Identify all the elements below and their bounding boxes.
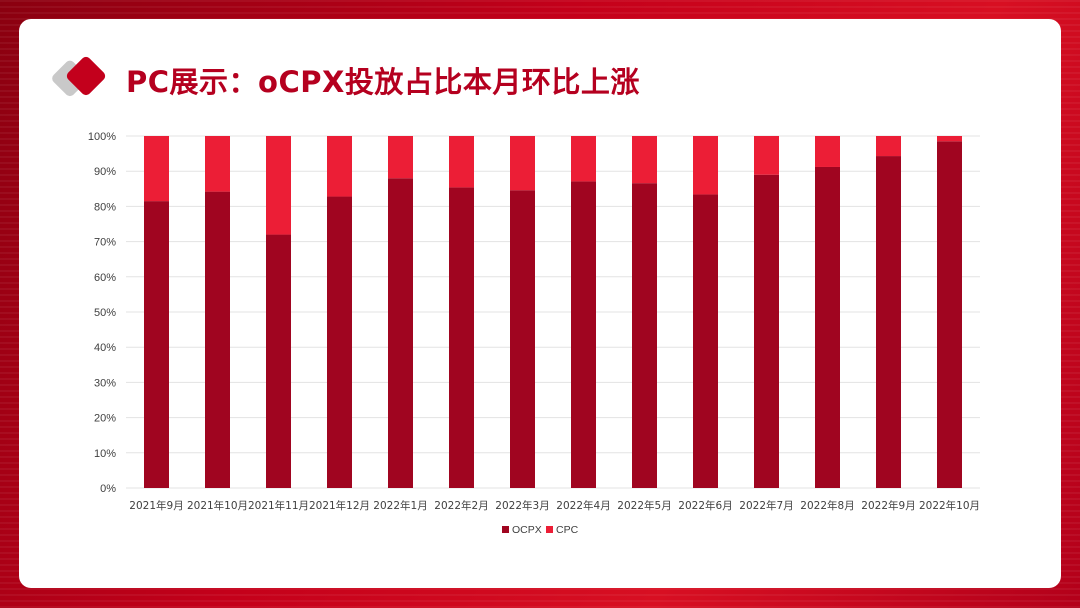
y-tick-label: 60% bbox=[94, 272, 116, 284]
x-tick-label: 2022年4月 bbox=[556, 499, 610, 512]
legend: OCPX CPC bbox=[502, 524, 579, 536]
bar-ocpx-9 bbox=[693, 194, 718, 488]
y-tick-label: 100% bbox=[88, 131, 116, 143]
x-tick-label: 2022年1月 bbox=[373, 499, 427, 512]
x-tick-label: 2022年7月 bbox=[739, 499, 793, 512]
logo-front-diamond bbox=[66, 56, 106, 96]
bar-cpc-9 bbox=[693, 136, 718, 195]
y-tick-label: 90% bbox=[94, 166, 116, 178]
legend-label-ocpx: OCPX bbox=[512, 524, 542, 536]
y-tick-label: 40% bbox=[94, 342, 116, 354]
x-tick-label: 2022年9月 bbox=[861, 499, 915, 512]
bar-ocpx-3 bbox=[327, 196, 352, 488]
y-tick-label: 80% bbox=[94, 201, 116, 213]
y-tick-label: 20% bbox=[94, 413, 116, 425]
y-tick-label: 0% bbox=[100, 483, 116, 495]
bar-ocpx-6 bbox=[510, 190, 535, 488]
legend-swatch-cpc bbox=[546, 526, 553, 533]
bar-cpc-12 bbox=[876, 136, 901, 157]
y-tick-label: 10% bbox=[94, 448, 116, 460]
page-title: PC展示：oCPX投放占比本月环比上涨 bbox=[126, 65, 640, 99]
bar-cpc-0 bbox=[144, 136, 169, 202]
bars-layer bbox=[144, 136, 962, 489]
bar-ocpx-0 bbox=[144, 201, 169, 488]
bar-cpc-1 bbox=[205, 136, 230, 192]
x-tick-label: 2022年5月 bbox=[617, 499, 671, 512]
bar-cpc-8 bbox=[632, 136, 657, 184]
bar-ocpx-1 bbox=[205, 191, 230, 488]
bar-cpc-7 bbox=[571, 136, 596, 182]
x-tick-label: 2022年10月 bbox=[919, 499, 980, 512]
bar-ocpx-7 bbox=[571, 181, 596, 488]
x-tick-label: 2022年6月 bbox=[678, 499, 732, 512]
bar-ocpx-12 bbox=[876, 156, 901, 488]
bar-cpc-10 bbox=[754, 136, 779, 175]
grid-layer bbox=[126, 135, 980, 489]
bar-cpc-11 bbox=[815, 136, 840, 167]
x-tick-label: 2022年8月 bbox=[800, 499, 854, 512]
legend-label-cpc: CPC bbox=[556, 524, 579, 536]
bar-ocpx-2 bbox=[266, 234, 291, 488]
y-tick-label: 50% bbox=[94, 307, 116, 319]
x-tick-label: 2021年9月 bbox=[129, 499, 183, 512]
bar-ocpx-5 bbox=[449, 187, 474, 488]
bar-cpc-6 bbox=[510, 136, 535, 191]
x-tick-label: 2022年2月 bbox=[434, 499, 488, 512]
y-tick-label: 30% bbox=[94, 377, 116, 389]
bar-ocpx-11 bbox=[815, 166, 840, 488]
x-tick-label: 2021年11月 bbox=[248, 499, 309, 512]
bar-cpc-3 bbox=[327, 136, 352, 197]
legend-swatch-ocpx bbox=[502, 526, 509, 533]
x-tick-label: 2022年3月 bbox=[495, 499, 549, 512]
x-tick-label: 2021年10月 bbox=[187, 499, 248, 512]
bar-ocpx-13 bbox=[937, 141, 962, 488]
double-diamond-icon bbox=[52, 56, 106, 97]
bar-cpc-13 bbox=[937, 136, 962, 142]
bar-ocpx-10 bbox=[754, 174, 779, 488]
x-tick-label: 2021年12月 bbox=[309, 499, 370, 512]
bar-cpc-5 bbox=[449, 136, 474, 188]
bar-cpc-4 bbox=[388, 136, 413, 179]
bar-ocpx-8 bbox=[632, 183, 657, 488]
y-tick-label: 70% bbox=[94, 237, 116, 249]
bar-ocpx-4 bbox=[388, 178, 413, 489]
bar-cpc-2 bbox=[266, 136, 291, 235]
labels-layer: 0% 10% 20% 30% 40% 50% 60% 70% 80% 90% 100% 2021年9月… bbox=[88, 131, 980, 512]
